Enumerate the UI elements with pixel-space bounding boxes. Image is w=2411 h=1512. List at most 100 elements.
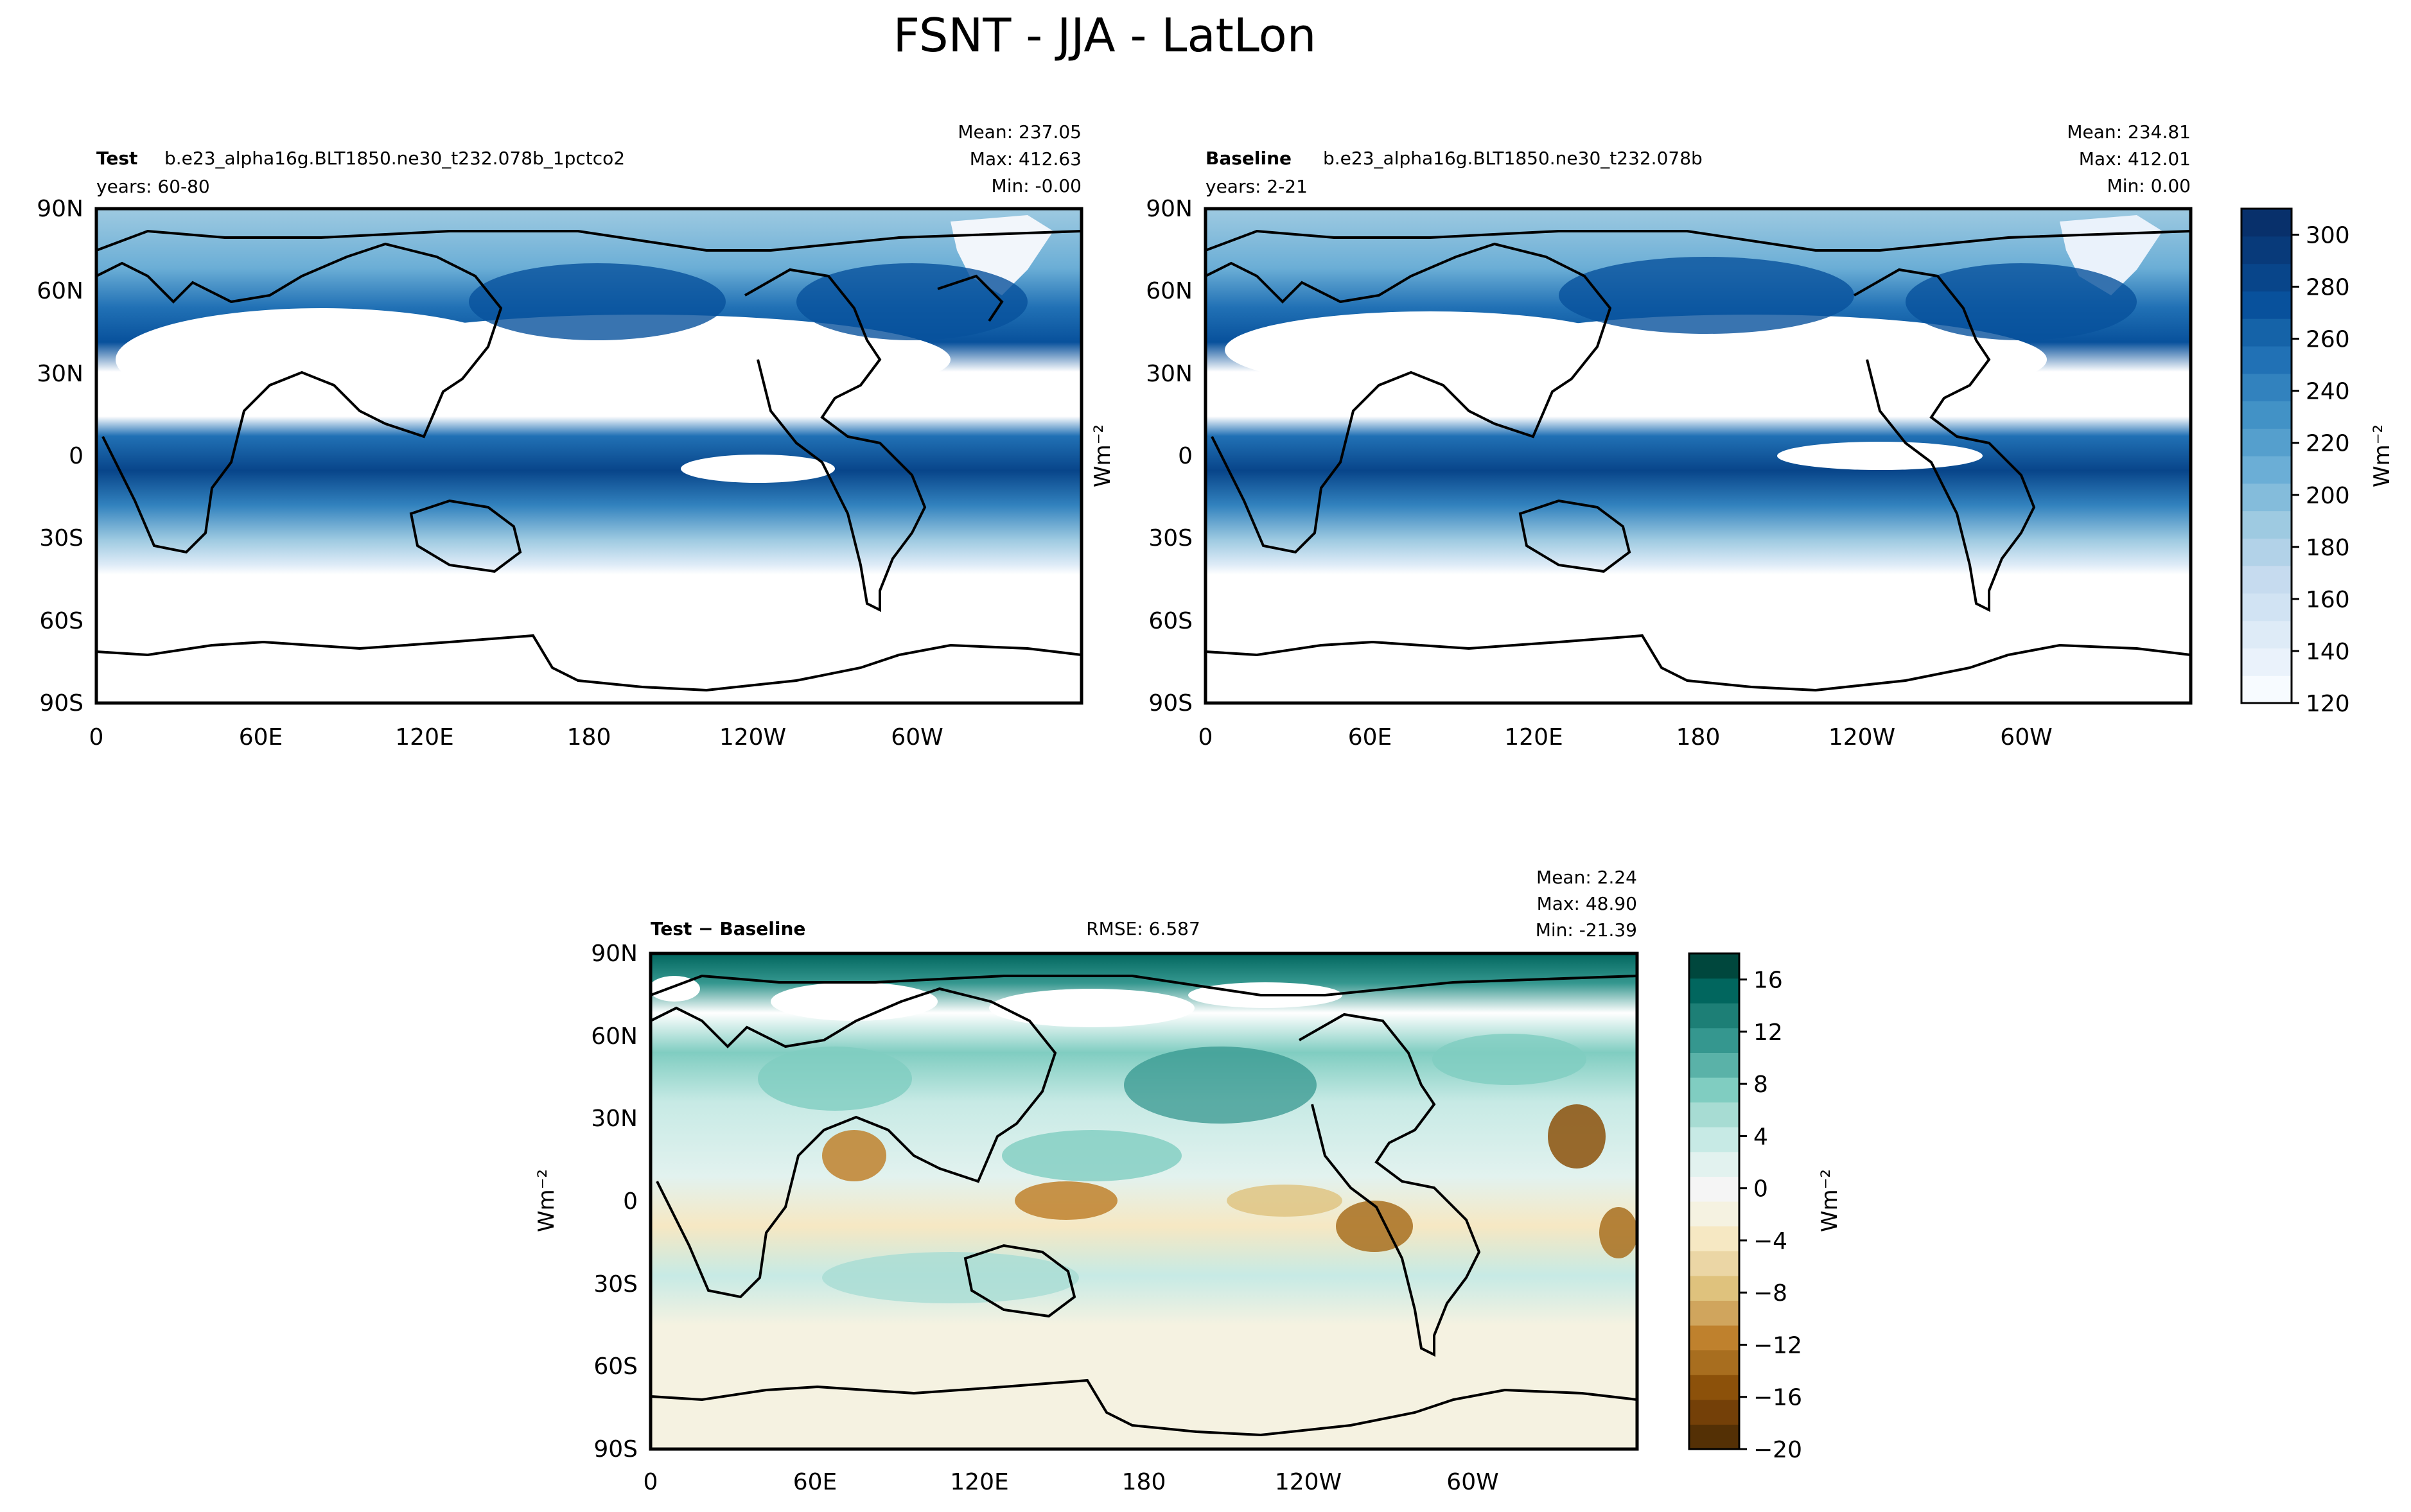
colorbar-diff-frame (1688, 952, 1740, 1450)
colorbar-top-frame (2240, 207, 2293, 704)
colorbar-top-cell (2241, 510, 2292, 539)
test-stat-mean: Mean: 237.05 (958, 121, 1082, 143)
diff-ytick-60s: 60S (593, 1353, 638, 1380)
colorbar-top-cell (2241, 675, 2292, 704)
baseline-stat-max: Max: 412.01 (2079, 148, 2191, 169)
test-map-field (96, 209, 1082, 703)
colorbar-diff-unit: Wm⁻² (1817, 1169, 1843, 1232)
colorbar-top-cells (2241, 209, 2292, 704)
baseline-ytick-90n: 90N (1146, 196, 1193, 222)
baseline-stat-min: Min: 0.00 (2107, 175, 2191, 196)
test-stat-min: Min: -0.00 (992, 175, 1082, 196)
test-y-ticks: 90N 60N 30N 0 30S 60S 90S (37, 196, 83, 717)
colorbar-top-tick-label: 300 (2306, 223, 2350, 249)
colorbar-top-tick-label: 120 (2306, 691, 2350, 717)
colorbar-diff-tick-label: 8 (1753, 1072, 1768, 1098)
test-xtick-0: 0 (89, 724, 104, 751)
colorbar-diff-cell (1689, 1275, 1739, 1301)
colorbar-top-tick-label: 260 (2306, 327, 2350, 353)
colorbar-diff-cell (1689, 1027, 1739, 1053)
baseline-ytick-30s: 30S (1148, 525, 1193, 552)
diff-xtick-120w: 120W (1275, 1469, 1342, 1495)
diff-x-ticks: 0 60E 120E 180 120W 60W (644, 1469, 1499, 1495)
colorbar-diff-cell (1689, 1375, 1739, 1400)
diff-ytick-60n: 60N (591, 1023, 638, 1050)
colorbar-top-cell (2241, 538, 2292, 566)
baseline-map-field (1206, 209, 2191, 703)
colorbar-top-cell (2241, 291, 2292, 319)
colorbar-diff-tick-label: −16 (1753, 1385, 1802, 1411)
test-label-text: b.e23_alpha16g.BLT1850.ne30_t232.078b_1p… (164, 148, 625, 169)
colorbar-diff-cell (1689, 1176, 1739, 1202)
colorbar-top-cell (2241, 318, 2292, 347)
diff-map-field (651, 953, 1637, 1449)
colorbar-diff-cell (1689, 1251, 1739, 1276)
colorbar-diff-tick-label: 12 (1753, 1020, 1783, 1046)
diff-stat-max: Max: 48.90 (1537, 893, 1637, 914)
test-ytick-0: 0 (69, 443, 83, 469)
colorbar-top-cell (2241, 236, 2292, 265)
colorbar-top-tick-label: 180 (2306, 535, 2350, 561)
test-ytick-90n: 90N (37, 196, 83, 222)
colorbar-diff-cell (1689, 1399, 1739, 1425)
test-axis-unit: Wm⁻² (1090, 424, 1116, 487)
test-x-ticks: 0 60E 120E 180 120W 60W (89, 724, 943, 751)
test-ytick-60s: 60S (39, 608, 83, 634)
colorbar-top-cell (2241, 345, 2292, 374)
colorbar-top-cell (2241, 263, 2292, 291)
colorbar-top-cell (2241, 593, 2292, 621)
colorbar-diff-tick-label: 0 (1753, 1176, 1768, 1203)
colorbar-diff-cell (1689, 1151, 1739, 1177)
colorbar-diff-cell (1689, 1127, 1739, 1152)
panel-diff: Test − Baseline RMSE: 6.587 Mean: 2.24 M… (534, 867, 1639, 1495)
baseline-xtick-120e: 120E (1504, 724, 1563, 751)
diff-xtick-60w: 60W (1446, 1469, 1498, 1495)
test-ytick-60n: 60N (37, 278, 83, 304)
diff-ytick-30n: 30N (591, 1106, 638, 1132)
diff-ytick-0: 0 (623, 1188, 638, 1215)
colorbar-diff-cell (1689, 1077, 1739, 1103)
colorbar-top-cell (2241, 620, 2292, 649)
colorbar-diff-cell (1689, 1424, 1739, 1450)
colorbar-diff-cell (1689, 953, 1739, 979)
baseline-xtick-180: 180 (1676, 724, 1721, 751)
diff-y-ticks: 90N 60N 30N 0 30S 60S 90S (591, 941, 638, 1463)
baseline-xtick-120w: 120W (1828, 724, 1895, 751)
baseline-xtick-0: 0 (1198, 724, 1213, 751)
test-xtick-180: 180 (567, 724, 611, 751)
baseline-ytick-60s: 60S (1148, 608, 1193, 634)
colorbar-diff-cell (1689, 1325, 1739, 1351)
baseline-label-text: b.e23_alpha16g.BLT1850.ne30_t232.078b (1323, 148, 1703, 169)
colorbar-diff-tick-label: −4 (1753, 1228, 1787, 1255)
colorbar-diff-tick-label: −12 (1753, 1332, 1802, 1359)
colorbar-top: 120 140 160 180 200 220 240 260 280 300 Wm⁻² (2240, 207, 2395, 717)
test-ytick-30s: 30S (39, 525, 83, 552)
colorbar-top-tick-label: 220 (2306, 431, 2350, 457)
colorbar-top-tick-label: 280 (2306, 275, 2350, 301)
test-label-bold: Test (96, 148, 137, 169)
diff-stat-min: Min: -21.39 (1536, 919, 1637, 941)
colorbar-top-cell (2241, 483, 2292, 512)
diff-ytick-90s: 90S (593, 1436, 638, 1463)
colorbar-top-unit: Wm⁻² (2369, 424, 2395, 487)
test-xtick-120w: 120W (719, 724, 786, 751)
diff-xtick-0: 0 (644, 1469, 658, 1495)
test-map-frame (94, 207, 1083, 705)
diff-ytick-30s: 30S (593, 1271, 638, 1298)
colorbar-top-tick-label: 160 (2306, 587, 2350, 613)
baseline-ytick-30n: 30N (1146, 361, 1193, 387)
colorbar-diff-ticks: −20 −16 −12 −8 −4 0 4 8 12 16 (1739, 968, 1802, 1463)
colorbar-top-ticks: 120 140 160 180 200 220 240 260 280 300 (2292, 223, 2350, 717)
colorbar-diff-cell (1689, 1102, 1739, 1127)
diff-ytick-90n: 90N (591, 941, 638, 967)
baseline-stat-mean: Mean: 234.81 (2067, 121, 2191, 143)
colorbar-diff-tick-label: −8 (1753, 1280, 1787, 1307)
colorbar-diff-tick-label: 4 (1753, 1124, 1768, 1150)
colorbar-top-cell (2241, 566, 2292, 594)
colorbar-top-tick-label: 240 (2306, 379, 2350, 405)
colorbar-diff: −20 −16 −12 −8 −4 0 4 8 12 16 Wm⁻² (1688, 952, 1843, 1463)
test-ytick-90s: 90S (39, 690, 83, 717)
baseline-xtick-60e: 60E (1348, 724, 1392, 751)
colorbar-top-cell (2241, 648, 2292, 676)
baseline-ytick-90s: 90S (1148, 690, 1193, 717)
